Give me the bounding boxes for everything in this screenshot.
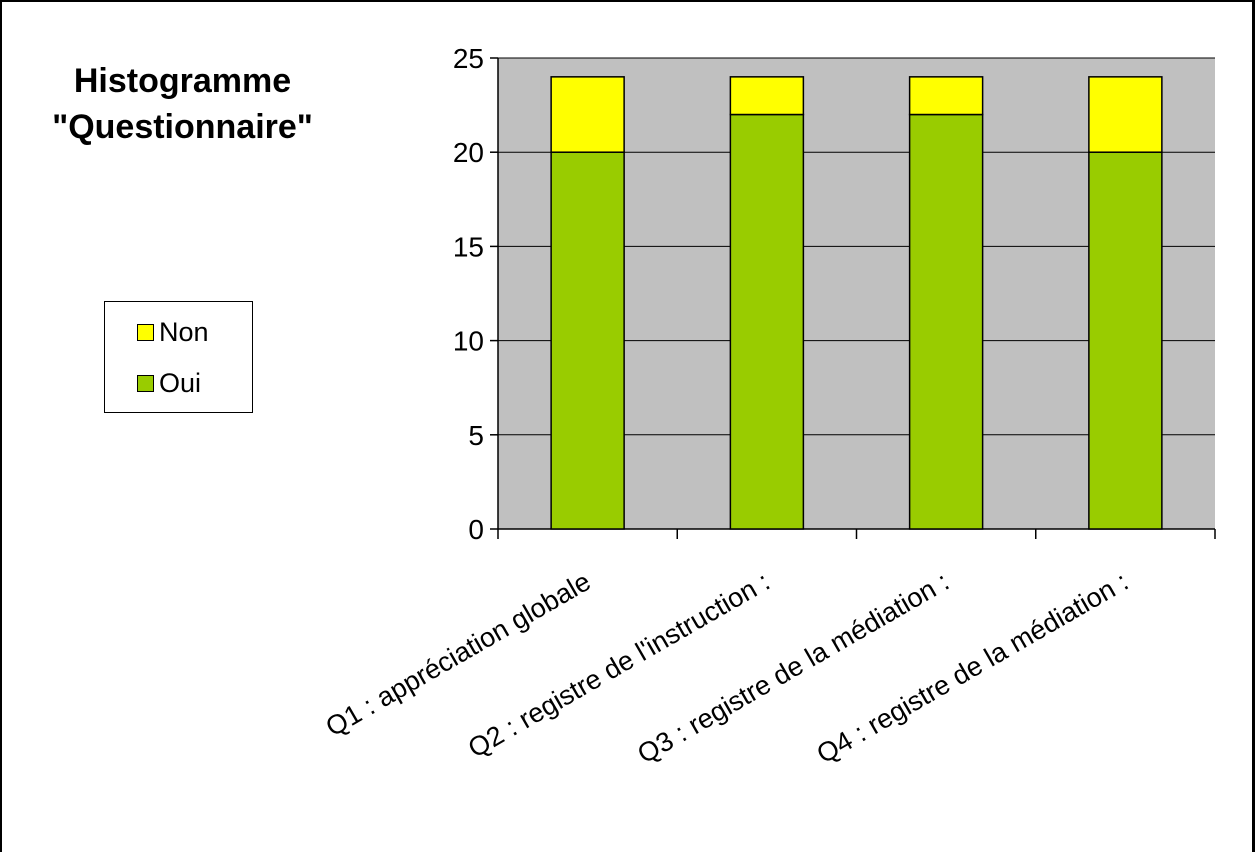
- x-category-label-3: Q3 : registre de la médiation :: [632, 566, 954, 769]
- chart-legend: Non Oui: [104, 301, 253, 413]
- y-tick-label-3: 15: [453, 231, 484, 262]
- bar-non-4: [1088, 76, 1163, 153]
- chart-title-line-1: Histogramme: [73, 62, 292, 100]
- bar-oui-4: [1088, 151, 1163, 530]
- legend-item-oui: Oui: [137, 368, 201, 398]
- y-tick-label-2: 10: [453, 326, 484, 357]
- y-tick-label-5: 25: [453, 43, 484, 74]
- y-tick-label-0: 0: [468, 514, 484, 545]
- legend-label-oui: Oui: [159, 367, 202, 398]
- bar-oui-3: [908, 113, 984, 530]
- bar-non-1: [550, 76, 625, 153]
- legend-swatch-non: [137, 323, 154, 341]
- bar-oui-2: [729, 113, 805, 530]
- legend-swatch-oui: [137, 374, 154, 392]
- bar-non-2: [729, 76, 805, 116]
- bar-non-3: [908, 76, 984, 116]
- y-tick-label-4: 20: [453, 137, 484, 168]
- y-tick-label-1: 5: [468, 420, 484, 451]
- chart-title-line-2: "Questionnaire": [52, 108, 313, 146]
- x-category-label-2: Q2 : registre de l'instruction :: [463, 566, 775, 763]
- legend-item-non: Non: [137, 317, 209, 347]
- chart-title: Histogramme "Questionnaire": [0, 58, 365, 150]
- bar-oui-1: [550, 151, 625, 530]
- legend-label-non: Non: [159, 316, 209, 347]
- x-category-label-4: Q4 : registre de la médiation :: [812, 566, 1134, 769]
